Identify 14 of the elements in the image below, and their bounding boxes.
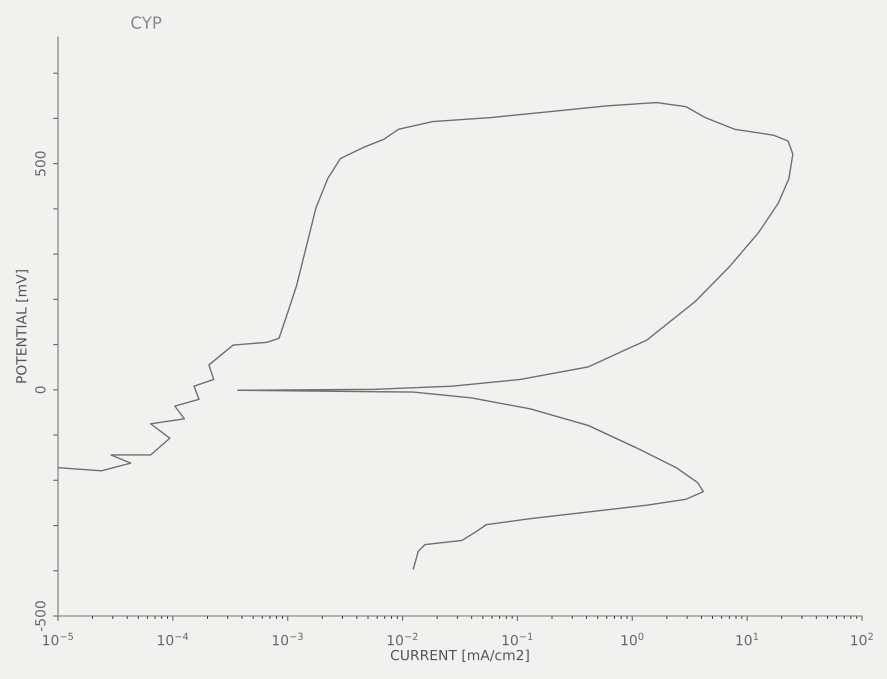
y-tick-label: 0 — [35, 386, 46, 394]
x-tick-label: 10$^{1}$ — [736, 632, 758, 646]
y-tick-label: -500 — [35, 601, 46, 632]
x-tick-label: 10$^{−5}$ — [43, 632, 73, 646]
x-tick-label: 10$^{2}$ — [851, 632, 873, 646]
x-tick-label: 10$^{−4}$ — [158, 632, 188, 646]
x-tick-label: 10$^{−2}$ — [388, 632, 418, 646]
y-axis-title: POTENTIAL [mV] — [16, 270, 28, 383]
y-tick-label: 500 — [35, 151, 46, 176]
x-tick-label: 10$^{0}$ — [622, 632, 644, 646]
x-tick-label: 10$^{−3}$ — [272, 632, 303, 646]
x-tick-label: 10$^{−1}$ — [502, 632, 532, 646]
x-axis-title: CURRENT [mA/cm2] — [390, 650, 529, 662]
chart-title: CYP — [131, 16, 162, 29]
